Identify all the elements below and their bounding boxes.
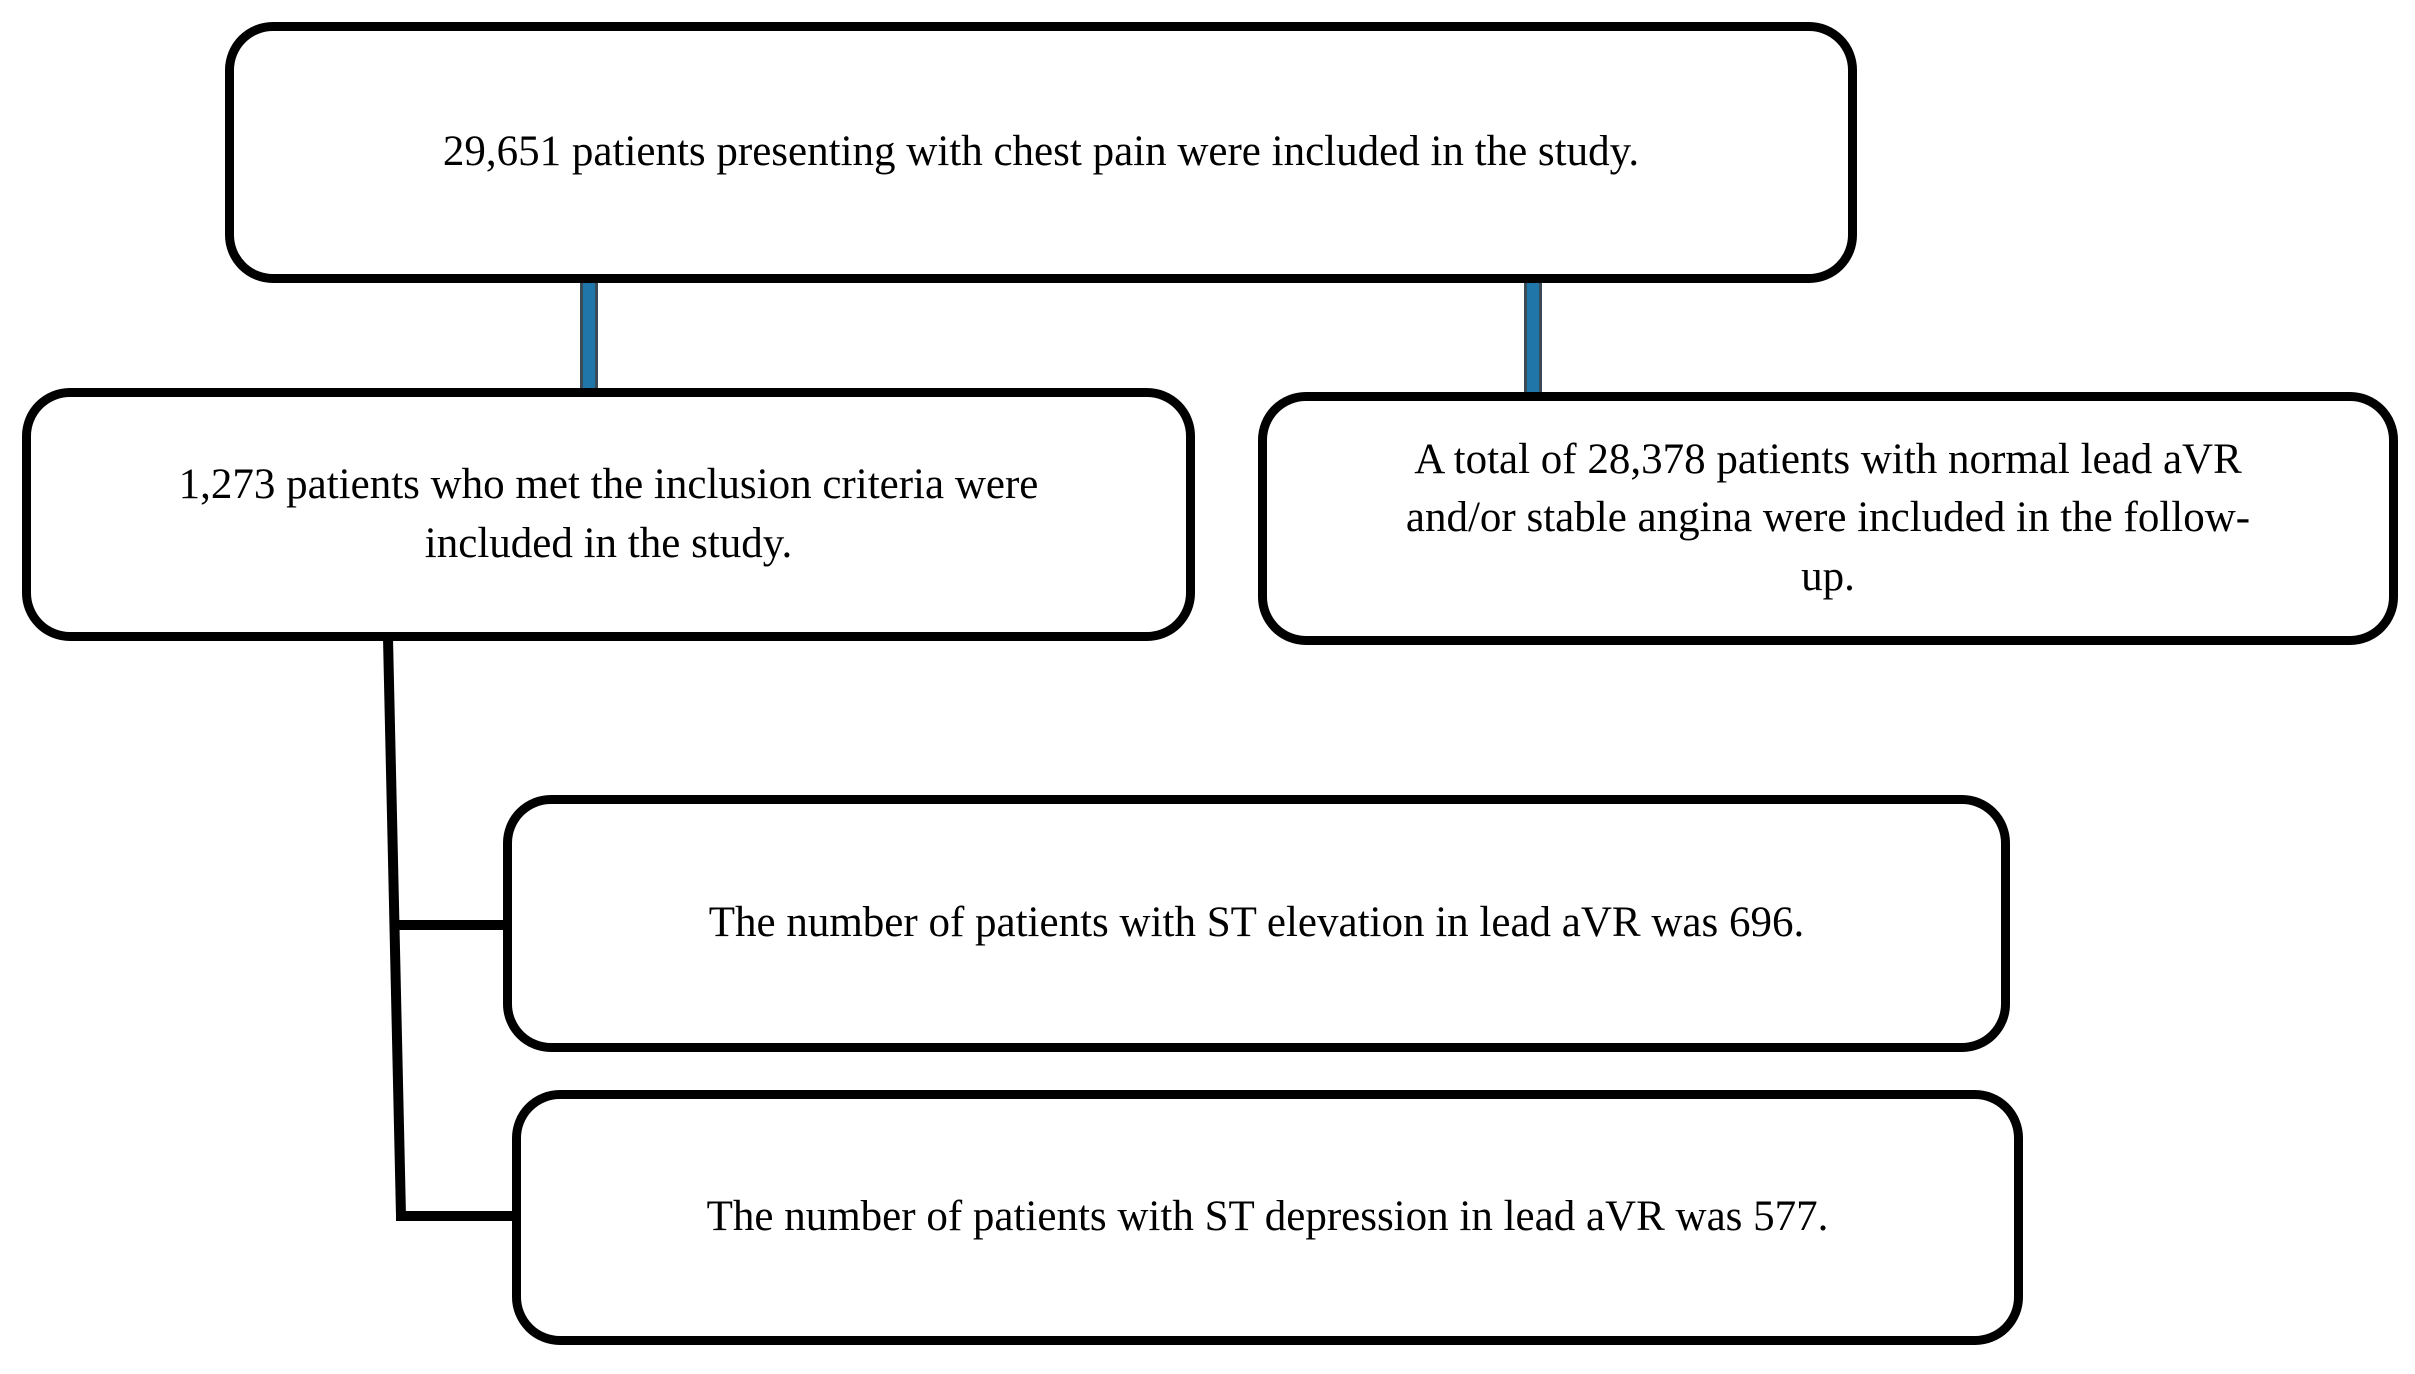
- node-st-elevation-text: The number of patients with ST elevation…: [708, 899, 1805, 947]
- node-followup-line-3: up.: [1801, 552, 1855, 600]
- node-st-depression: The number of patients with ST depressio…: [512, 1090, 2023, 1345]
- node-total-patients-text: 29,651 patients presenting with chest pa…: [442, 128, 1640, 176]
- node-total-patients: 29,651 patients presenting with chest pa…: [225, 22, 1857, 283]
- node-followup: A total of 28,378 patients with normal l…: [1258, 392, 2398, 645]
- node-inclusion-criteria-line-2: included in the study.: [424, 519, 793, 567]
- node-inclusion-criteria: 1,273 patients who met the inclusion cri…: [22, 388, 1195, 641]
- node-followup-line-2: and/or stable angina were included in th…: [1405, 494, 2251, 542]
- node-inclusion-criteria-line-1: 1,273 patients who met the inclusion cri…: [178, 461, 1039, 509]
- node-st-depression-text: The number of patients with ST depressio…: [706, 1193, 1829, 1241]
- node-inclusion-criteria-text: 1,273 patients who met the inclusion cri…: [179, 456, 1039, 572]
- node-followup-line-1: A total of 28,378 patients with normal l…: [1414, 436, 2242, 484]
- node-st-elevation: The number of patients with ST elevation…: [503, 795, 2010, 1052]
- node-followup-text: A total of 28,378 patients with normal l…: [1406, 431, 2250, 605]
